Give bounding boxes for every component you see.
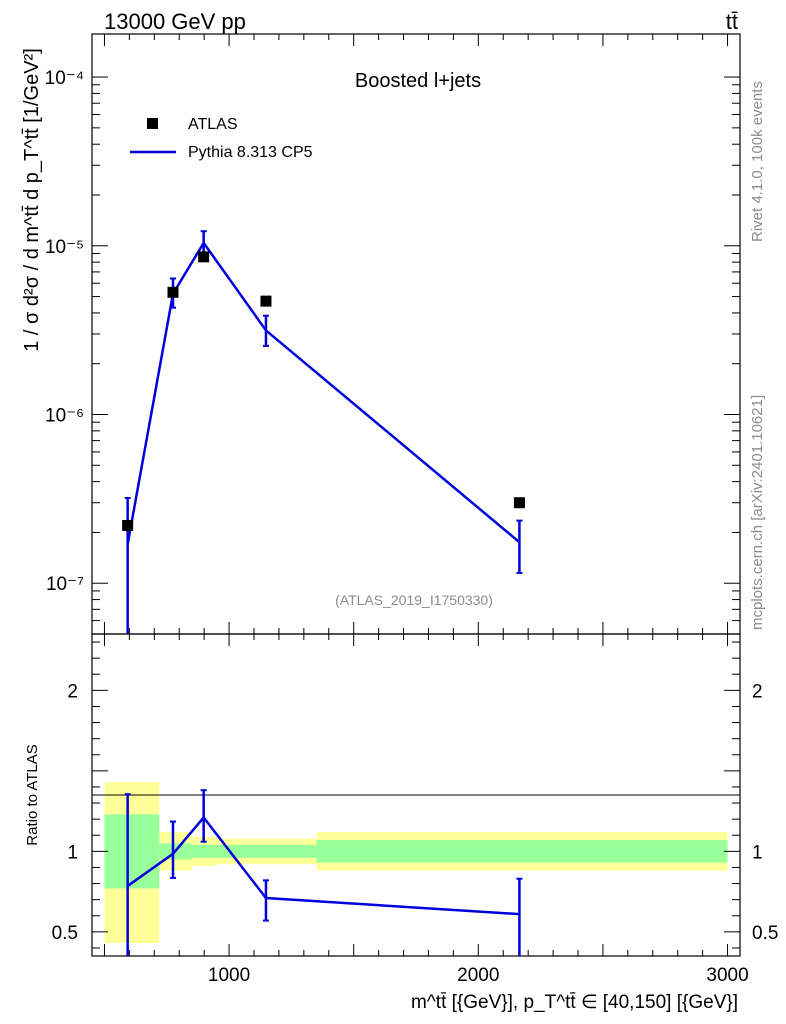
ratio-mc-line <box>126 815 520 916</box>
ratio-green-band <box>104 814 160 889</box>
ratio-y-tick-label-right: 2 <box>752 681 763 702</box>
x-axis-title: m^tt̄ [{GeV}], p_T^tt̄ ∈ [40,150] [{GeV}… <box>411 992 738 1013</box>
main-y-tick-label: 10⁻⁷ <box>46 574 84 595</box>
main-y-tick-label: 10⁻⁶ <box>45 405 84 426</box>
rivet-version-label: Rivet 4.1.0, 100k events <box>749 81 766 242</box>
ratio-y-tick-label: 2 <box>67 681 78 702</box>
legend-atlas-label: ATLAS <box>188 116 238 133</box>
energy-label: 13000 GeV pp <box>104 9 246 34</box>
ratio-y-tick-label-right: 0.5 <box>752 923 778 944</box>
mc-series-line <box>126 240 521 545</box>
atlas-data-point <box>513 497 525 509</box>
atlas-data-point <box>122 519 134 531</box>
legend-mc-label: Pythia 8.313 CP5 <box>188 144 313 161</box>
ratio-green-band <box>191 844 217 858</box>
atlas-data-point <box>260 295 272 307</box>
ratio-bands <box>104 782 728 944</box>
ratio-y-tick-label: 1 <box>67 842 78 863</box>
main-panel: Boosted l+jets (ATLAS_2019_I1750330) ATL… <box>21 33 741 635</box>
atlas-data-point <box>167 286 179 298</box>
process-label: tt̄ <box>726 9 738 34</box>
x-tick-label: 1000 <box>208 965 250 986</box>
ratio-y-tick-label: 0.5 <box>52 923 78 944</box>
main-marks <box>122 230 525 634</box>
main-y-tick-label: 10⁻⁵ <box>45 237 84 258</box>
ratio-y-axis-title: Ratio to ATLAS <box>24 744 41 845</box>
main-y-tick-label: 10⁻⁴ <box>45 68 84 89</box>
ratio-y-tick-label-right: 1 <box>752 842 763 863</box>
main-y-axis-title: 1 / σ d²σ / d m^tt̄ d p_T^tt̄ [1/GeV²] <box>21 48 43 352</box>
main-ticks: 10⁻⁷ 10⁻⁶ 10⁻⁵ 10⁻⁴ <box>45 34 740 635</box>
legend-atlas-marker <box>147 118 158 129</box>
x-tick-label: 2000 <box>457 965 499 986</box>
chart-title: Boosted l+jets <box>355 70 481 92</box>
ratio-green-band <box>316 840 728 863</box>
analysis-watermark: (ATLAS_2019_I1750330) <box>335 592 493 608</box>
ratio-marks <box>124 789 523 956</box>
atlas-data-point <box>198 251 210 263</box>
x-tick-label: 3000 <box>706 965 748 986</box>
ratio-green-band <box>216 844 317 858</box>
mcplots-label: mcplots.cern.ch [arXiv:2401.10621] <box>749 395 766 630</box>
